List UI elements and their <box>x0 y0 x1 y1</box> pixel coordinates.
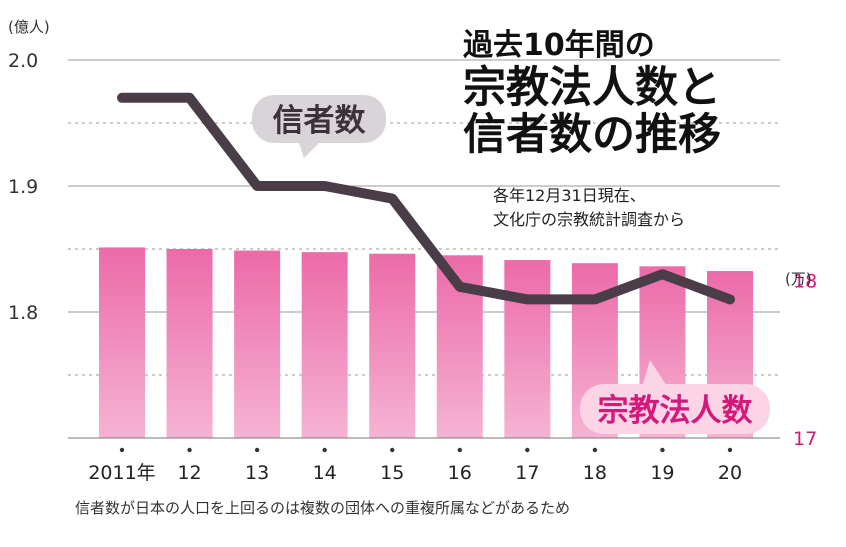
right-tick-label: 17 <box>793 428 817 450</box>
chart-subtitle: 各年12月31日現在、 文化庁の宗教統計調査から <box>493 184 685 232</box>
bar <box>369 253 416 438</box>
x-axis-tick-dots <box>119 447 733 453</box>
left-tick-label: 1.8 <box>8 302 38 324</box>
line-series-believers <box>117 92 735 305</box>
title-line-1: 過去10年間の <box>463 28 655 63</box>
x-tick-dot <box>525 447 530 453</box>
bar <box>234 250 281 438</box>
x-tick-label: 2011年 <box>88 462 155 484</box>
subtitle-line-2: 文化庁の宗教統計調査から <box>493 210 686 229</box>
bar <box>99 247 145 438</box>
x-tick-label: 19 <box>650 462 674 484</box>
line-series-points <box>121 97 731 300</box>
x-tick-label: 15 <box>380 462 404 484</box>
bar <box>301 252 348 438</box>
believers-label-bubble: 信者数 <box>252 95 386 158</box>
footnote: 信者数が日本の人口を上回るのは複数の団体への重複所属などがあるため <box>75 499 571 517</box>
x-tick-label: 14 <box>313 462 337 484</box>
x-axis-tick-labels: 2011年 12 13 14 15 16 17 18 19 20 <box>88 462 742 484</box>
title-line-3: 信者数の推移 <box>463 109 721 160</box>
x-tick-dot <box>254 447 260 453</box>
right-axis-unit: (万) <box>785 270 812 288</box>
x-tick-label: 16 <box>448 462 472 484</box>
x-tick-dot <box>660 447 665 453</box>
left-tick-label: 1.9 <box>8 176 38 198</box>
x-tick-label: 12 <box>177 462 201 484</box>
left-axis-tick-labels: 2.0 1.9 1.8 <box>8 50 38 324</box>
bar <box>504 260 551 438</box>
x-tick-label: 13 <box>245 462 269 484</box>
x-tick-dot <box>322 447 327 453</box>
x-tick-dot <box>187 447 192 453</box>
believers-series-label: 信者数 <box>273 103 366 139</box>
x-tick-dot <box>592 447 598 453</box>
left-axis-unit: (億人) <box>8 18 50 36</box>
x-tick-dot <box>727 447 733 453</box>
chart-title: 過去10年間の 宗教法人数と 信者数の推移 <box>463 30 793 158</box>
left-tick-label: 2.0 <box>8 50 38 72</box>
subtitle-line-1: 各年12月31日現在、 <box>493 186 646 205</box>
x-tick-label: 17 <box>515 462 539 484</box>
bar <box>166 249 213 438</box>
x-tick-dot <box>119 447 125 453</box>
corporations-label-bubble: 宗教法人数 <box>580 360 770 434</box>
right-tick-label: 18 <box>793 271 817 293</box>
x-tick-dot <box>457 447 462 453</box>
x-tick-label: 20 <box>718 462 742 484</box>
title-line-2: 宗教法人数と <box>463 62 721 113</box>
corporations-series-label: 宗教法人数 <box>598 393 753 429</box>
x-tick-label: 18 <box>583 462 607 484</box>
x-tick-dot <box>390 447 395 453</box>
